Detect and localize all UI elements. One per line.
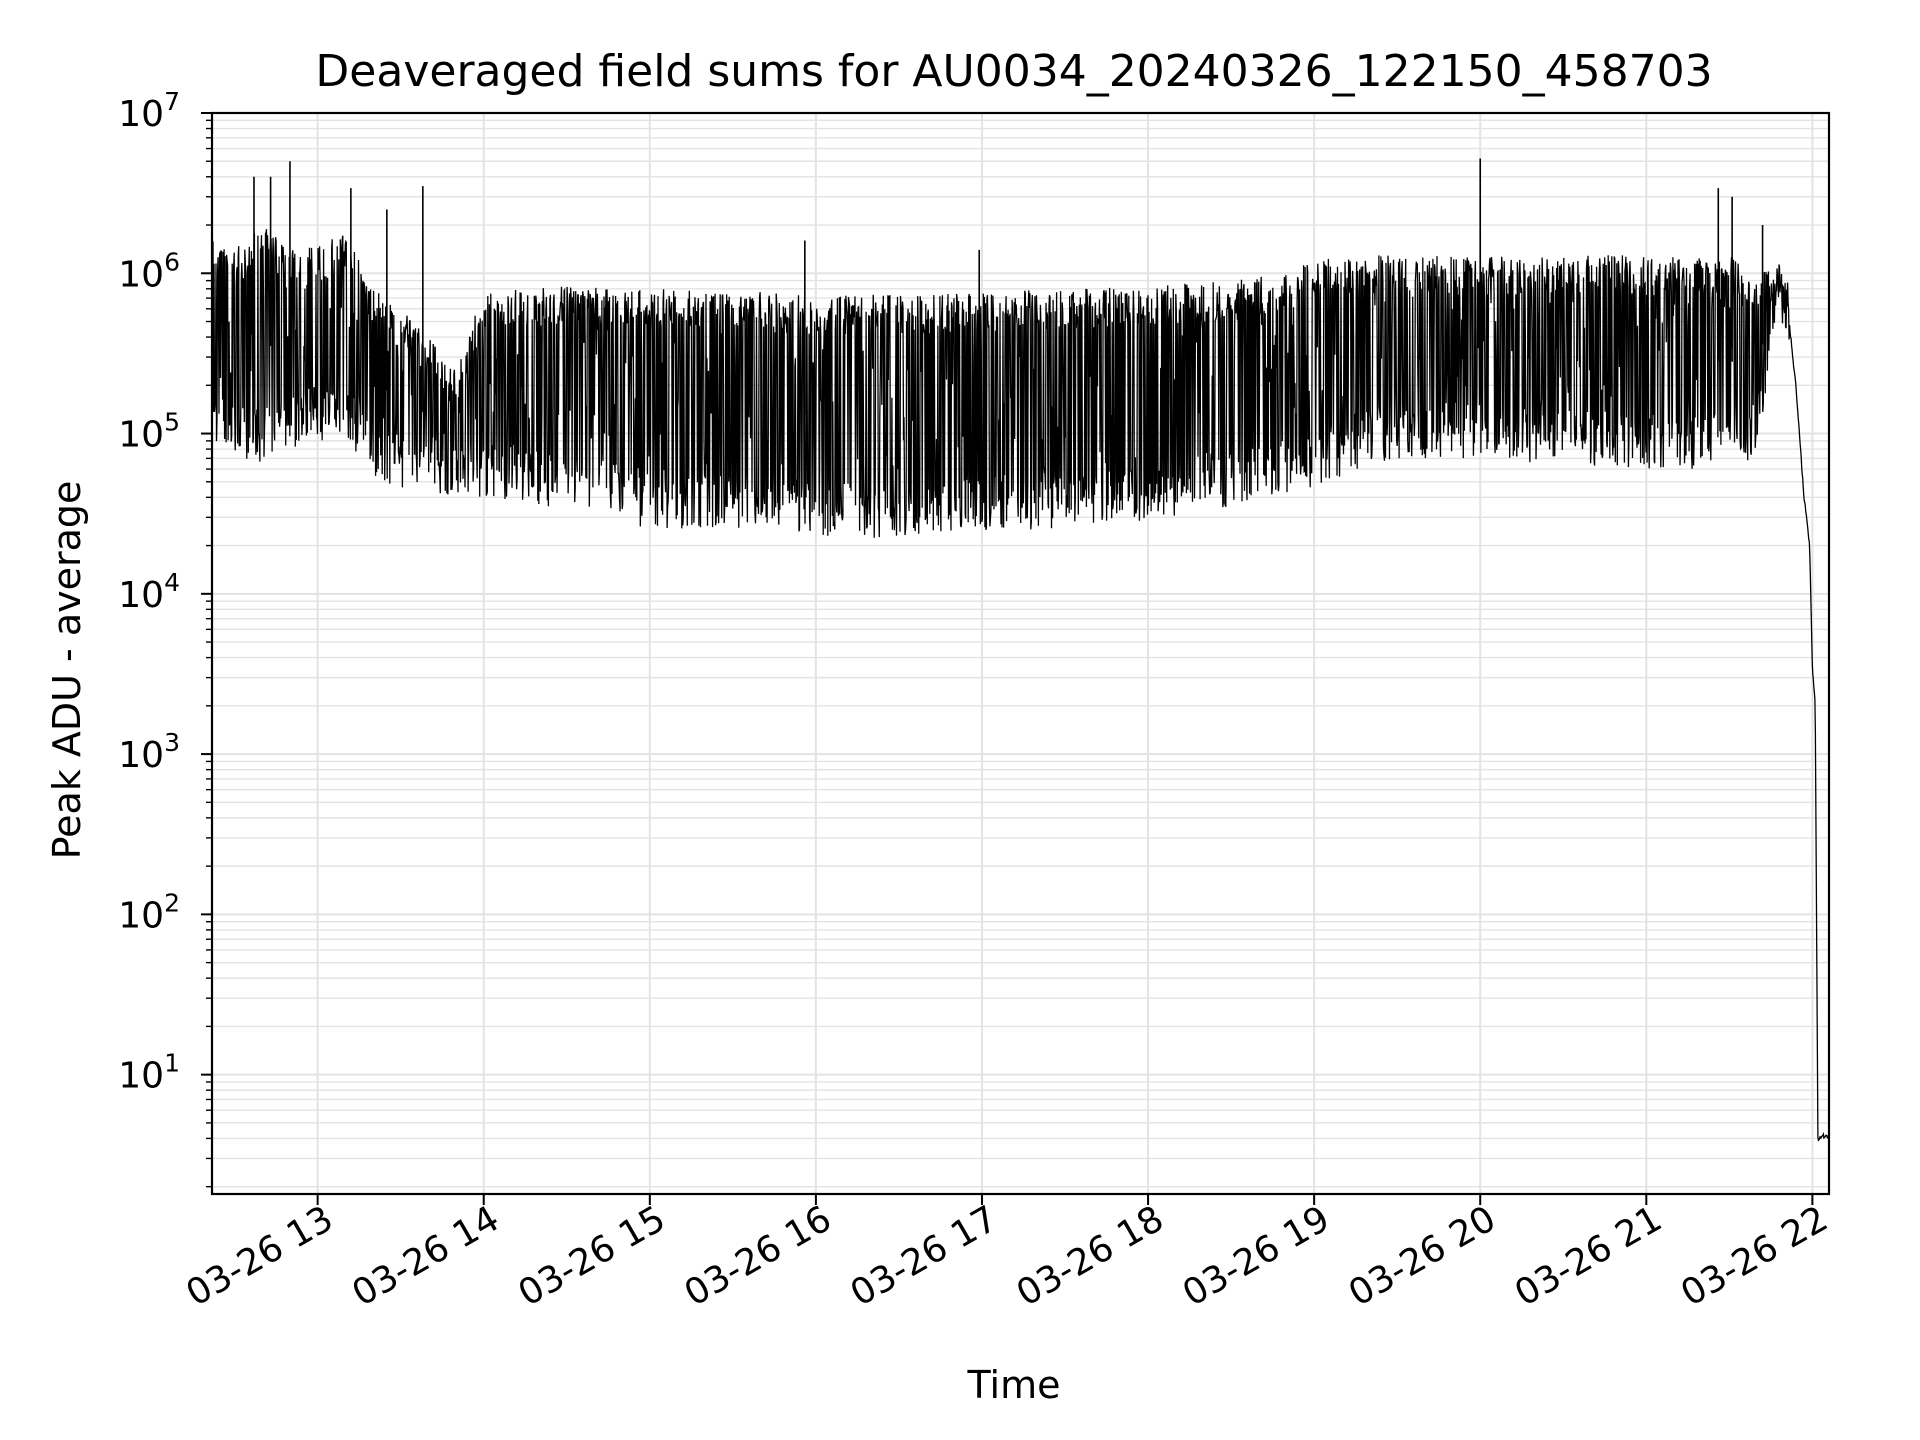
- data-series: [211, 158, 1830, 1142]
- x-tick-label: 03-26 17: [844, 1198, 1005, 1314]
- x-tick-label: 03-26 18: [1010, 1198, 1171, 1314]
- x-tick-label: 03-26 20: [1342, 1198, 1503, 1314]
- plot-frame: [210, 111, 1831, 1196]
- y-tick-label: 103: [118, 728, 180, 776]
- x-tick-label: 03-26 21: [1508, 1198, 1669, 1314]
- data-line: [211, 229, 1830, 1142]
- y-tick-label: 101: [118, 1049, 180, 1097]
- x-tick-label: 03-26 15: [512, 1198, 673, 1314]
- x-tick-label: 03-26 22: [1674, 1198, 1835, 1314]
- y-tick-label: 102: [118, 888, 180, 936]
- x-tick-label: 03-26 13: [179, 1198, 340, 1314]
- y-tick-label: 104: [118, 568, 180, 616]
- y-tick-label: 107: [118, 87, 180, 135]
- y-tick-label: 106: [118, 247, 180, 295]
- y-tick-label: 105: [118, 408, 180, 456]
- x-tick-label: 03-26 16: [678, 1198, 839, 1314]
- x-tick-label: 03-26 19: [1176, 1198, 1337, 1314]
- y-axis-label: Peak ADU - average: [45, 481, 89, 860]
- x-axis-label: Time: [967, 1363, 1061, 1407]
- chart-title: Deaveraged field sums for AU0034_2024032…: [315, 46, 1712, 97]
- x-tick-label: 03-26 14: [346, 1198, 507, 1314]
